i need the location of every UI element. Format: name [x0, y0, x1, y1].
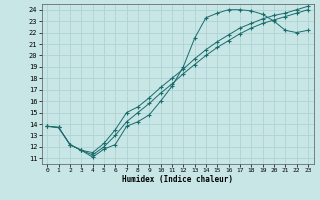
- X-axis label: Humidex (Indice chaleur): Humidex (Indice chaleur): [122, 175, 233, 184]
